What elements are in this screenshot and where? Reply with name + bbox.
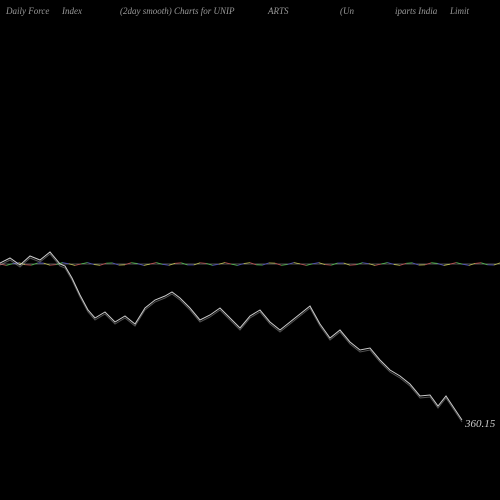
last-value-label: 360.15 (465, 418, 495, 430)
chart-svg (0, 0, 500, 500)
force-index-chart (0, 0, 500, 500)
